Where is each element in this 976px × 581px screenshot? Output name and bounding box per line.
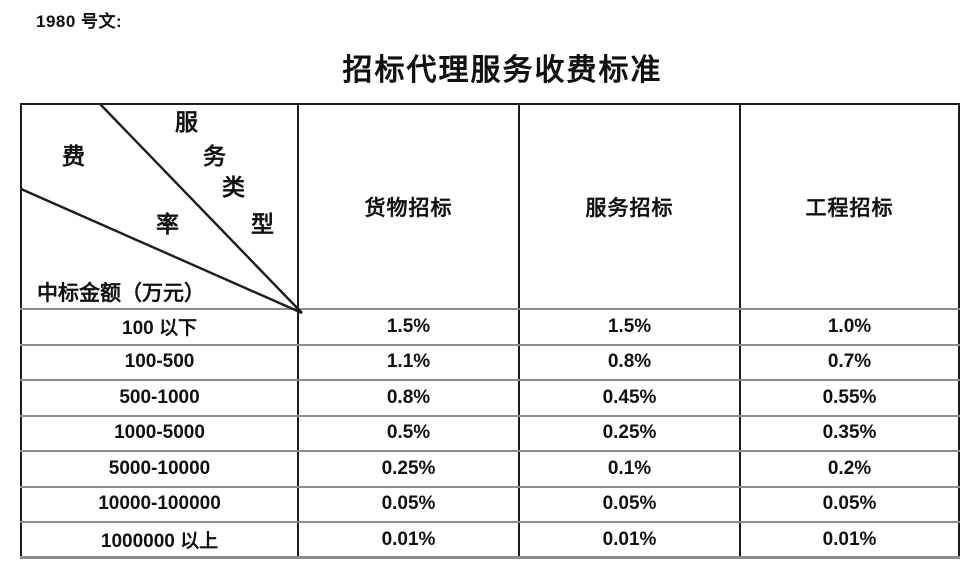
service-rate-cell: 0.45% <box>519 380 741 417</box>
engineering-rate-cell: 0.35% <box>740 415 960 452</box>
engineering-rate-cell: 0.2% <box>740 451 960 488</box>
fee-table: 服 务 类 型 费 率 中标金额（万元） 货物招标 服务招标 工程招标 100 … <box>20 103 960 559</box>
table-row: 100-500 1.1% 0.8% 0.7% <box>21 344 960 381</box>
engineering-rate-cell: 1.0% <box>740 309 960 346</box>
header-row: 服 务 类 型 费 率 中标金额（万元） 货物招标 服务招标 工程招标 <box>20 103 960 315</box>
goods-rate-cell: 1.1% <box>298 344 520 381</box>
goods-rate-cell: 0.25% <box>298 451 520 488</box>
service-rate-cell: 0.1% <box>519 451 741 488</box>
service-rate-cell: 0.01% <box>519 522 741 559</box>
corner-service-type-char: 服 <box>175 110 198 135</box>
corner-service-type-char: 务 <box>203 144 226 169</box>
amount-range-cell: 100 以下 <box>21 309 299 346</box>
service-rate-cell: 0.8% <box>519 344 741 381</box>
table-row: 1000-5000 0.5% 0.25% 0.35% <box>21 415 960 452</box>
column-header-goods-bidding: 货物招标 <box>298 104 520 310</box>
corner-amount-label: 中标金额（万元） <box>37 281 205 305</box>
goods-rate-cell: 0.5% <box>298 415 520 452</box>
amount-range-cell: 100-500 <box>21 344 299 381</box>
table-row: 10000-100000 0.05% 0.05% 0.05% <box>21 486 960 523</box>
goods-rate-cell: 0.05% <box>298 486 520 523</box>
page-title: 招标代理服务收费标准 <box>342 54 663 87</box>
corner-service-type-char: 类 <box>222 175 245 200</box>
amount-range-cell: 500-1000 <box>21 380 299 417</box>
corner-header-cell: 服 务 类 型 费 率 中标金额（万元） <box>20 103 303 315</box>
column-header-service-bidding: 服务招标 <box>519 104 741 310</box>
goods-rate-cell: 1.5% <box>298 309 520 346</box>
doc-number-label: 1980 号文: <box>36 12 123 31</box>
amount-range-cell: 1000-5000 <box>21 415 299 452</box>
engineering-rate-cell: 0.05% <box>740 486 960 523</box>
service-rate-cell: 1.5% <box>519 309 741 346</box>
table-row: 500-1000 0.8% 0.45% 0.55% <box>21 380 960 417</box>
service-rate-cell: 0.05% <box>519 486 741 523</box>
diagonal-divider-lines <box>20 103 303 315</box>
table-row: 100 以下 1.5% 1.5% 1.0% <box>21 309 960 346</box>
amount-range-cell: 10000-100000 <box>21 486 299 523</box>
goods-rate-cell: 0.8% <box>298 380 520 417</box>
engineering-rate-cell: 0.7% <box>740 344 960 381</box>
engineering-rate-cell: 0.55% <box>740 380 960 417</box>
goods-rate-cell: 0.01% <box>298 522 520 559</box>
table-row: 1000000 以上 0.01% 0.01% 0.01% <box>21 522 960 559</box>
corner-fee-rate-char: 费 <box>62 144 85 169</box>
amount-range-cell: 1000000 以上 <box>21 522 299 559</box>
corner-service-type-char: 型 <box>251 212 274 237</box>
table-row: 5000-10000 0.25% 0.1% 0.2% <box>21 451 960 488</box>
column-header-engineering-bidding: 工程招标 <box>740 104 960 310</box>
engineering-rate-cell: 0.01% <box>740 522 960 559</box>
corner-fee-rate-char: 率 <box>156 212 179 237</box>
amount-range-cell: 5000-10000 <box>21 451 299 488</box>
service-rate-cell: 0.25% <box>519 415 741 452</box>
